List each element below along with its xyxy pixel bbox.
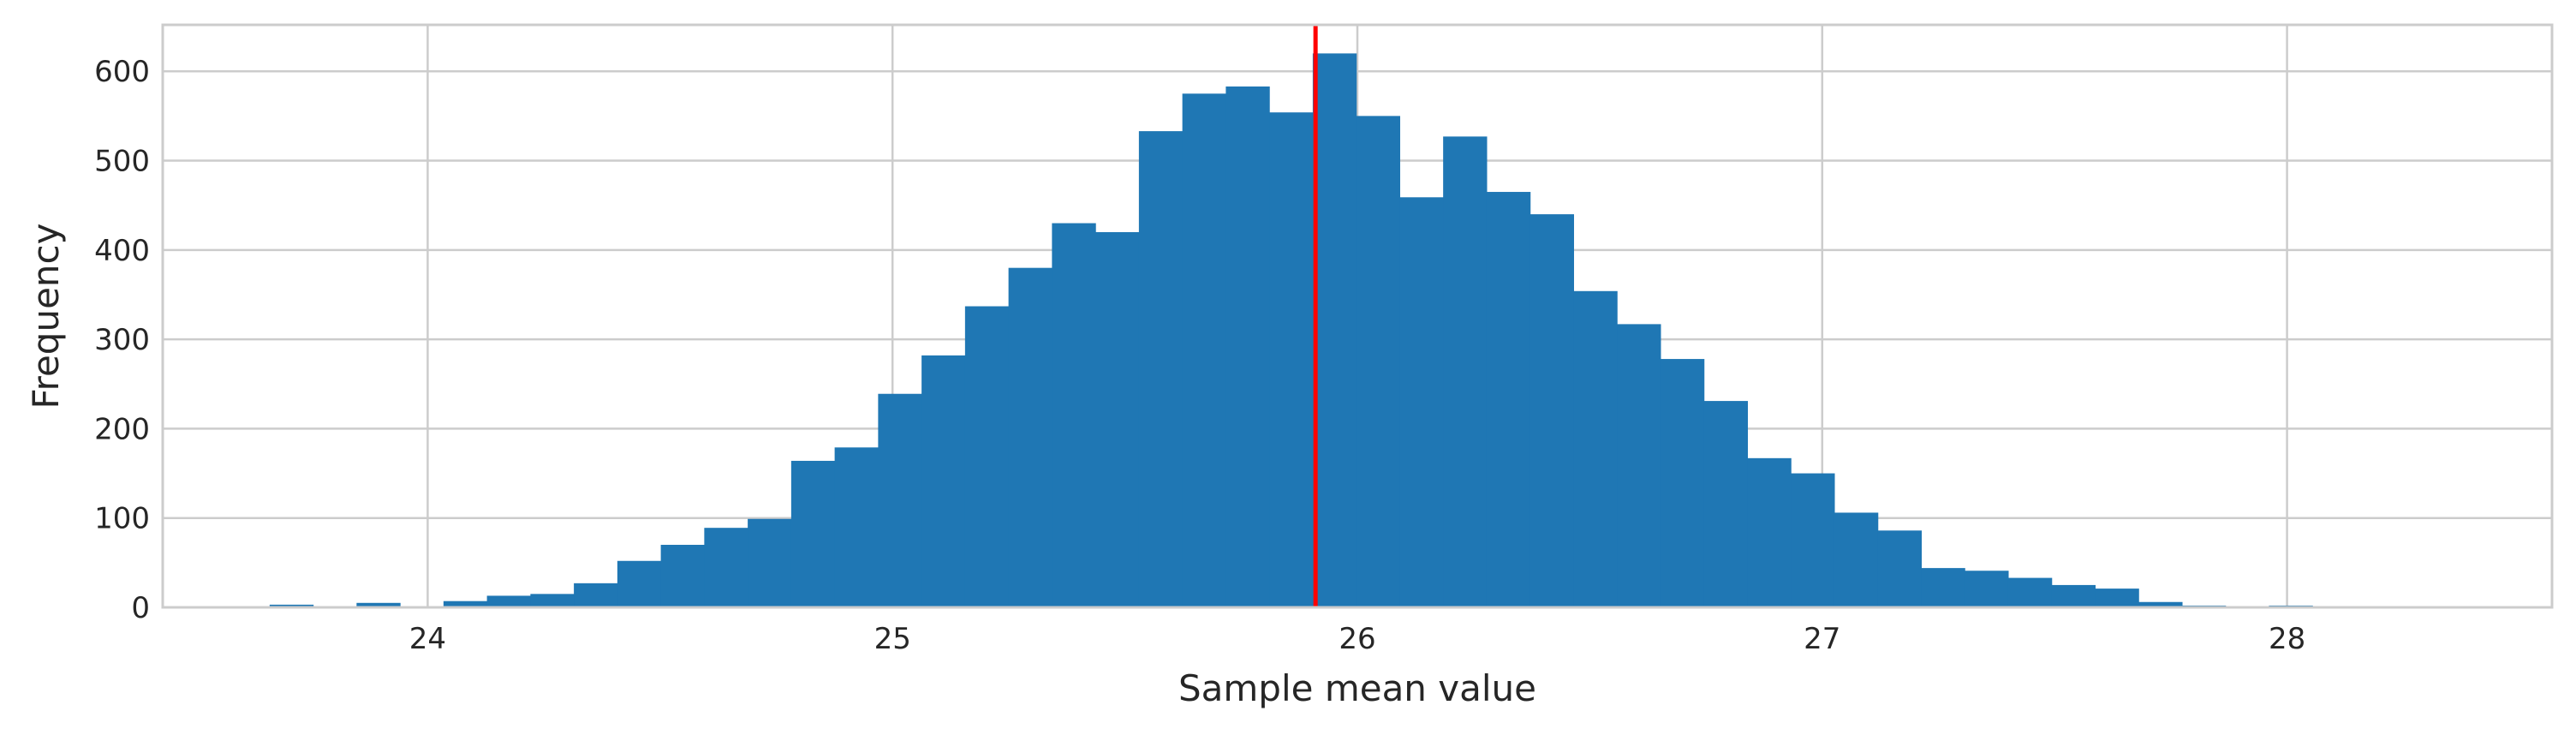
y-tick-label: 0 bbox=[131, 591, 150, 625]
x-tick-label: 28 bbox=[2269, 622, 2305, 656]
histogram-bar bbox=[1834, 512, 1879, 607]
histogram-bar bbox=[1269, 112, 1314, 607]
histogram-bar bbox=[1225, 86, 1270, 607]
histogram-bar bbox=[790, 460, 836, 607]
y-tick-label: 200 bbox=[94, 412, 150, 446]
histogram-bar bbox=[574, 583, 618, 607]
histogram-bar bbox=[356, 602, 401, 607]
histogram-bar bbox=[1877, 530, 1923, 607]
histogram-bar bbox=[617, 560, 662, 607]
histogram-bar bbox=[1486, 192, 1531, 607]
histogram-bar bbox=[1703, 401, 1749, 607]
histogram-bar bbox=[2095, 589, 2139, 607]
x-tick-label: 26 bbox=[1339, 622, 1375, 656]
histogram-bar bbox=[1399, 197, 1444, 608]
y-axis-label: Frequency bbox=[25, 224, 67, 409]
histogram-bar bbox=[1747, 457, 1792, 607]
histogram-bar bbox=[443, 601, 488, 607]
histogram-bar bbox=[660, 544, 705, 607]
histogram-bar bbox=[704, 528, 748, 607]
histogram-bar bbox=[1573, 290, 1618, 607]
histogram-bar bbox=[964, 306, 1010, 607]
y-tick-labels: 0 100 200 300 400 500 600 bbox=[94, 55, 150, 625]
histogram-bar bbox=[486, 595, 531, 607]
histogram-bar bbox=[748, 518, 792, 607]
x-tick-label: 25 bbox=[874, 622, 911, 656]
histogram-bar bbox=[2138, 601, 2183, 607]
x-tick-label: 24 bbox=[409, 622, 446, 656]
histogram-bar bbox=[1095, 231, 1140, 607]
histogram-bar bbox=[1617, 324, 1661, 607]
histogram-bar bbox=[1052, 223, 1096, 607]
histogram-bars bbox=[269, 53, 2357, 608]
histogram-bar bbox=[2007, 577, 2053, 607]
histogram-bar bbox=[1443, 136, 1488, 607]
histogram-bar bbox=[1791, 473, 1835, 607]
y-tick-label: 400 bbox=[94, 234, 150, 268]
y-tick-label: 100 bbox=[94, 502, 150, 536]
histogram-bar bbox=[1182, 93, 1226, 607]
histogram-bar bbox=[1965, 571, 2009, 607]
histogram-bar bbox=[1660, 359, 1705, 607]
x-tick-labels: 24 25 26 27 28 bbox=[409, 622, 2305, 656]
x-axis-label: Sample mean value bbox=[1178, 667, 1536, 709]
plot-frame bbox=[161, 23, 2554, 609]
histogram-bar bbox=[1530, 214, 1575, 607]
histogram-bar bbox=[2051, 584, 2096, 607]
histogram-bar bbox=[878, 393, 922, 607]
histogram-bar bbox=[269, 604, 314, 607]
y-tick-label: 300 bbox=[94, 323, 150, 357]
histogram-bar bbox=[1312, 53, 1357, 608]
histogram-bar bbox=[1921, 568, 1965, 607]
y-tick-label: 500 bbox=[94, 145, 150, 179]
histogram-bar bbox=[921, 355, 966, 607]
histogram-bar bbox=[834, 447, 879, 607]
histogram-bar bbox=[530, 594, 575, 607]
x-tick-label: 27 bbox=[1804, 622, 1840, 656]
y-tick-label: 600 bbox=[94, 55, 150, 89]
histogram-bar bbox=[1008, 267, 1052, 607]
histogram-bar bbox=[1138, 131, 1184, 608]
histogram-bar bbox=[1356, 116, 1400, 607]
